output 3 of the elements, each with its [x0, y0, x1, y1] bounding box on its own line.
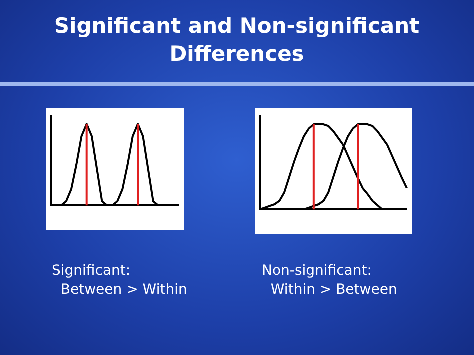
x-axis-title: Non-significant: Within > Between [262, 262, 398, 300]
text: Significant and Non-significant Differences [53, 13, 421, 68]
x-axis-title: Significant: Between > Within [52, 262, 188, 300]
